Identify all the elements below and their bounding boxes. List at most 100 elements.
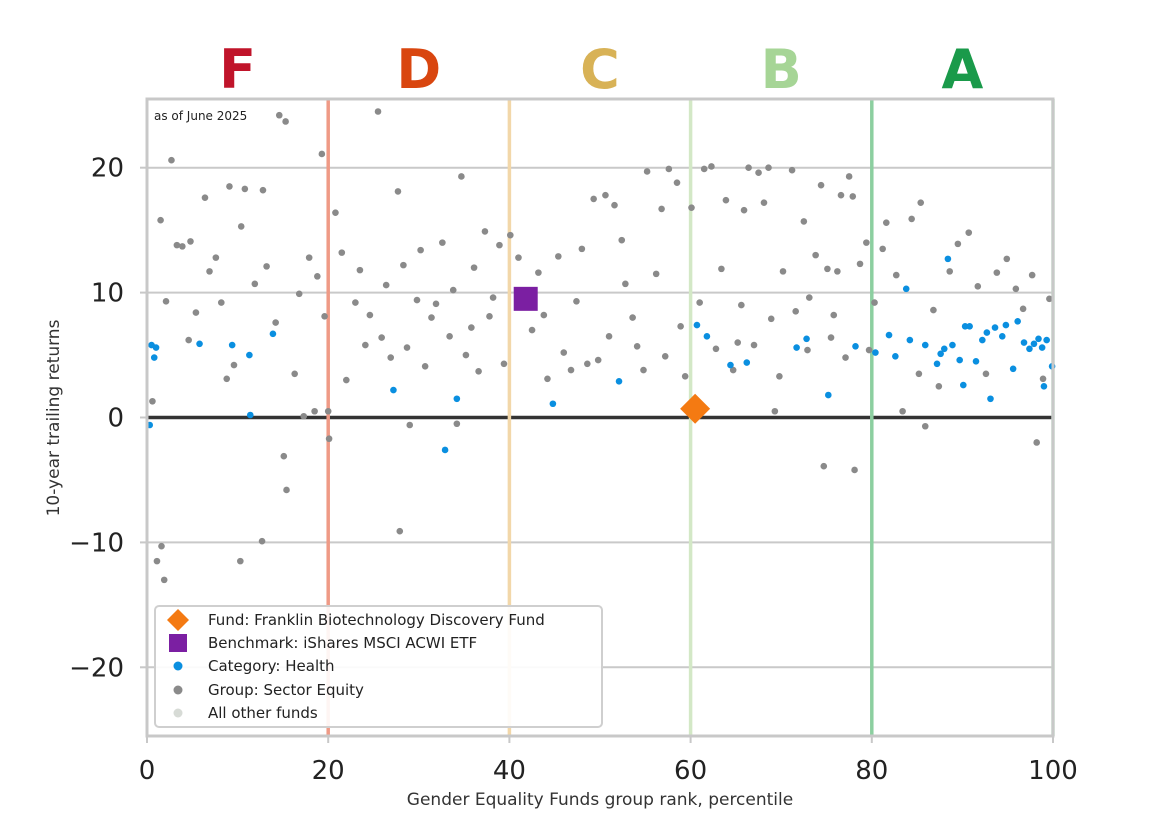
legend-label: Fund: Franklin Biotechnology Discovery F… bbox=[208, 611, 545, 629]
data-point bbox=[187, 238, 194, 245]
x-tick-label: 100 bbox=[1028, 756, 1078, 786]
data-point bbox=[246, 411, 254, 419]
data-point bbox=[998, 333, 1006, 340]
data-point bbox=[700, 165, 708, 173]
legend: Fund: Franklin Biotechnology Discovery F… bbox=[154, 605, 603, 728]
data-point bbox=[921, 341, 929, 349]
y-tick-label: −20 bbox=[69, 653, 124, 683]
data-point bbox=[515, 254, 522, 261]
data-point bbox=[192, 309, 200, 316]
data-points bbox=[146, 108, 1056, 584]
data-point bbox=[800, 218, 808, 225]
data-point bbox=[496, 241, 503, 249]
data-point bbox=[917, 199, 925, 206]
legend-marker bbox=[173, 661, 183, 671]
data-point bbox=[658, 205, 665, 213]
data-point bbox=[453, 420, 461, 428]
data-point bbox=[834, 268, 841, 275]
data-point bbox=[718, 265, 725, 273]
data-point bbox=[544, 375, 551, 383]
data-point bbox=[432, 300, 440, 308]
data-point bbox=[446, 333, 453, 340]
data-point bbox=[489, 294, 497, 301]
data-point bbox=[475, 367, 482, 375]
legend-label: Group: Sector Equity bbox=[208, 681, 364, 699]
x-tick-label: 20 bbox=[312, 756, 345, 786]
data-point bbox=[324, 407, 332, 415]
data-point bbox=[196, 340, 203, 348]
data-point bbox=[573, 298, 580, 305]
data-point bbox=[1030, 340, 1038, 348]
x-tick-label: 0 bbox=[139, 756, 156, 786]
data-point bbox=[458, 173, 465, 180]
data-point bbox=[352, 299, 359, 306]
data-point bbox=[661, 352, 669, 360]
data-point bbox=[314, 273, 321, 280]
data-point bbox=[863, 239, 870, 246]
data-point bbox=[157, 216, 164, 224]
legend-marker bbox=[167, 609, 189, 631]
data-point bbox=[325, 435, 333, 443]
benchmark-point bbox=[513, 286, 538, 311]
data-point bbox=[305, 254, 313, 261]
data-point bbox=[390, 386, 397, 394]
legend-marker bbox=[173, 708, 183, 718]
data-point bbox=[688, 204, 695, 211]
data-point bbox=[882, 219, 890, 226]
data-point bbox=[602, 191, 609, 199]
x-axis-title: Gender Equality Funds group rank, percen… bbox=[407, 790, 793, 810]
data-point bbox=[915, 370, 923, 378]
data-point bbox=[1033, 439, 1040, 446]
data-point bbox=[871, 299, 878, 306]
gridlines bbox=[147, 166, 1053, 669]
data-point bbox=[246, 351, 253, 359]
data-point bbox=[283, 486, 290, 494]
data-point bbox=[318, 150, 326, 158]
data-point bbox=[396, 527, 404, 535]
data-point bbox=[812, 251, 819, 259]
data-point bbox=[1026, 345, 1033, 353]
data-point bbox=[972, 357, 980, 365]
data-point bbox=[366, 311, 374, 319]
data-point bbox=[321, 313, 328, 320]
data-point bbox=[755, 169, 762, 176]
data-point bbox=[179, 243, 186, 250]
data-point bbox=[1039, 375, 1047, 383]
data-point bbox=[677, 323, 684, 330]
data-point bbox=[173, 241, 181, 249]
data-point bbox=[549, 400, 557, 408]
data-point bbox=[500, 360, 508, 368]
data-point bbox=[421, 362, 429, 370]
data-point bbox=[892, 352, 899, 360]
data-point bbox=[153, 557, 161, 565]
data-point bbox=[899, 407, 906, 415]
data-point bbox=[865, 346, 873, 354]
y-tick-label: −10 bbox=[69, 528, 124, 558]
data-point bbox=[1043, 336, 1050, 344]
data-point bbox=[629, 314, 636, 321]
grade-label: A bbox=[942, 38, 984, 101]
data-point bbox=[272, 319, 279, 326]
data-point bbox=[168, 156, 175, 164]
legend-label: All other funds bbox=[208, 704, 318, 722]
data-point bbox=[291, 370, 298, 378]
data-point bbox=[149, 397, 156, 405]
data-point bbox=[965, 229, 973, 236]
data-point bbox=[954, 240, 962, 248]
data-point bbox=[417, 246, 424, 254]
data-point bbox=[560, 349, 568, 356]
data-point bbox=[280, 452, 288, 460]
data-point bbox=[615, 377, 623, 385]
data-point bbox=[1020, 339, 1028, 346]
data-point bbox=[879, 245, 886, 253]
data-point bbox=[241, 185, 249, 193]
y-axis-title: 10-year trailing returns bbox=[44, 319, 64, 516]
legend-marker bbox=[173, 685, 183, 695]
data-point bbox=[944, 255, 952, 263]
data-point bbox=[946, 268, 954, 275]
data-point bbox=[387, 354, 395, 361]
data-point bbox=[825, 391, 832, 399]
data-point bbox=[930, 306, 937, 314]
data-point bbox=[956, 356, 963, 364]
